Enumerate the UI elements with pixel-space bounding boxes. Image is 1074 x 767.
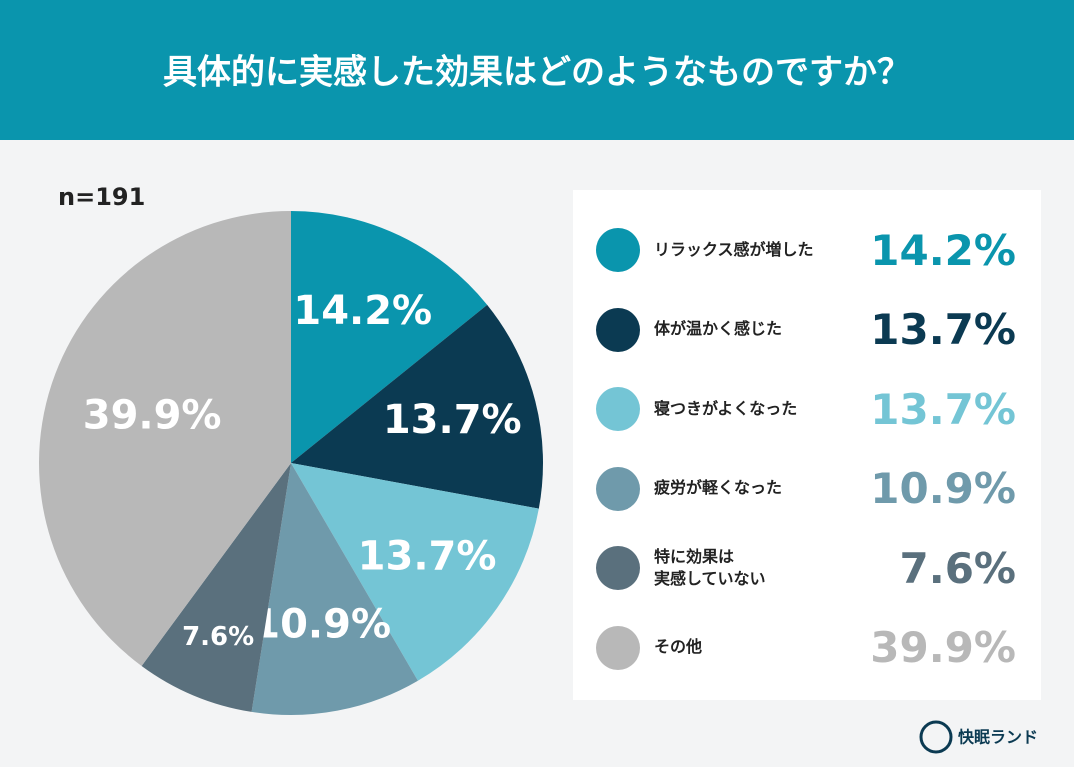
- legend-swatch: [596, 625, 640, 670]
- legend-item: 特に効果は 実感していない 7.6%: [596, 538, 1016, 598]
- pie-slice: [291, 463, 539, 681]
- legend-item: リラックス感が増した 14.2%: [596, 220, 1016, 280]
- legend-value: 14.2%: [870, 225, 1016, 275]
- slice-label: 10.9%: [252, 601, 391, 647]
- slice-label: 39.9%: [83, 392, 222, 438]
- legend-swatch: [596, 387, 640, 431]
- legend-swatch: [596, 228, 640, 272]
- sample-size: n=191: [58, 183, 145, 211]
- legend-value: 39.9%: [870, 623, 1016, 672]
- brand-logo: [919, 720, 953, 754]
- legend-label: リラックス感が増した: [654, 239, 814, 259]
- legend-label: 特に効果は 実感していない: [654, 546, 766, 588]
- legend-item: 体が温かく感じた 13.7%: [596, 300, 1016, 360]
- brand: 快眠ランド: [958, 728, 1038, 747]
- slice-label: 14.2%: [293, 288, 432, 334]
- legend-swatch: [596, 546, 640, 590]
- legend-value: 7.6%: [899, 543, 1016, 593]
- header-band: [0, 0, 1074, 140]
- pie-slice: [291, 211, 488, 463]
- pie-slice: [291, 304, 543, 509]
- legend-value: 13.7%: [870, 305, 1016, 354]
- legend-item: 疲労が軽くなった 10.9%: [596, 459, 1016, 519]
- legend-item: その他 39.9%: [596, 618, 1016, 678]
- legend-label: 寝つきがよくなった: [654, 398, 798, 418]
- pie-slice: [38, 211, 291, 666]
- pie-slice: [251, 463, 418, 716]
- legend-item: 寝つきがよくなった 13.7%: [596, 379, 1016, 439]
- legend-box: [573, 190, 1041, 700]
- pie-slice: [141, 463, 291, 712]
- slice-label: 13.7%: [358, 534, 497, 580]
- legend-label: 疲労が軽くなった: [654, 478, 783, 498]
- legend-swatch: [596, 466, 640, 511]
- legend-label: その他: [654, 637, 703, 657]
- legend-value: 10.9%: [870, 464, 1016, 513]
- slice-label: 7.6%: [182, 622, 254, 652]
- legend-label: 体が温かく感じた: [654, 319, 783, 339]
- legend-swatch: [596, 307, 640, 352]
- chart-title: 具体的に実感した効果はどのようなものですか？: [163, 53, 911, 93]
- legend-value: 13.7%: [870, 384, 1016, 434]
- slice-label: 13.7%: [383, 397, 522, 443]
